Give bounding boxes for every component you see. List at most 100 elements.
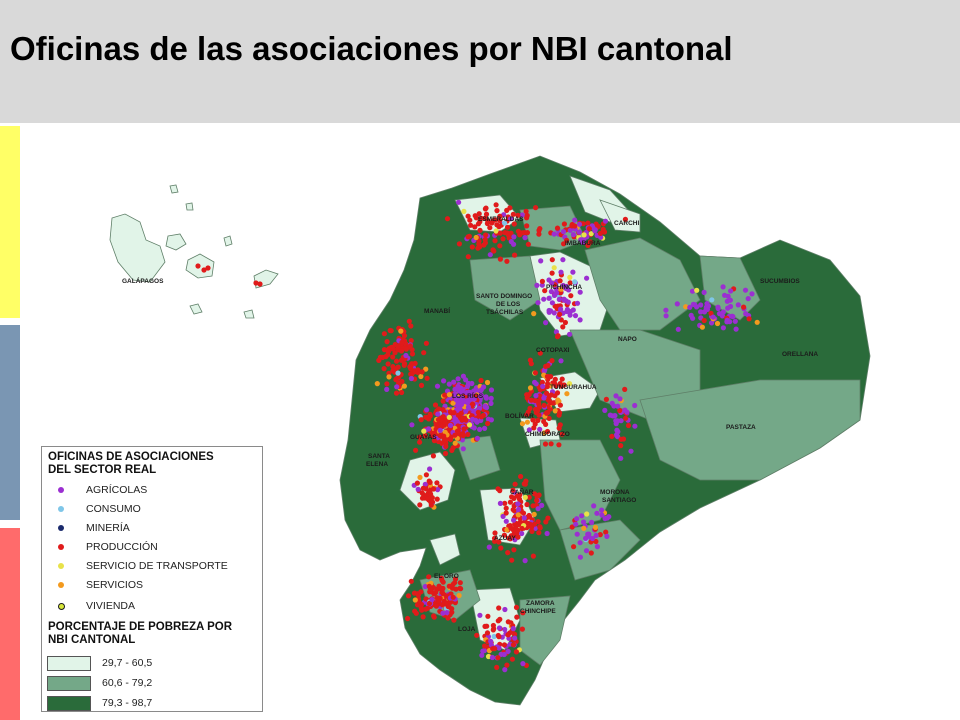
association-marker [483, 211, 490, 217]
association-marker [448, 599, 454, 605]
legend-heading-line: NBI CANTONAL [48, 634, 136, 646]
association-marker [419, 369, 425, 375]
association-marker [488, 400, 494, 406]
association-marker [414, 602, 421, 608]
label-de-los: DE LOS [496, 301, 521, 308]
association-marker [545, 396, 551, 403]
association-marker [510, 642, 517, 648]
association-marker [522, 494, 528, 500]
legend-heading-line: OFICINAS DE ASOCIACIONES [48, 451, 214, 463]
association-marker [408, 338, 414, 344]
label-imbabura: IMBABURA [565, 240, 601, 247]
association-marker [493, 202, 499, 208]
association-marker [450, 594, 456, 600]
association-marker [609, 433, 615, 439]
association-marker [532, 370, 539, 376]
association-marker [397, 380, 403, 386]
association-marker [534, 497, 540, 504]
association-marker [483, 394, 489, 400]
association-marker [541, 418, 547, 425]
association-marker [487, 252, 493, 258]
association-marker [515, 512, 521, 518]
association-marker [720, 284, 726, 290]
association-marker [544, 373, 551, 380]
association-marker [557, 402, 564, 408]
association-marker [557, 311, 563, 317]
association-marker [449, 609, 455, 615]
association-marker [484, 379, 491, 386]
association-marker [694, 287, 700, 293]
association-marker [387, 327, 393, 334]
association-marker [513, 649, 520, 655]
association-marker [531, 511, 537, 517]
association-marker [474, 632, 480, 638]
association-marker [599, 507, 605, 513]
association-marker [497, 500, 503, 506]
association-marker [479, 652, 485, 658]
legend-label: MINERÍA [86, 522, 130, 534]
association-marker [475, 409, 481, 415]
association-marker [539, 278, 546, 284]
association-marker [461, 426, 467, 432]
association-marker [720, 325, 727, 331]
association-marker [502, 606, 508, 613]
association-marker [572, 313, 579, 319]
association-marker [458, 401, 465, 408]
association-marker [556, 296, 562, 302]
association-marker [427, 479, 433, 485]
association-marker [441, 378, 447, 384]
association-marker [485, 420, 491, 427]
label-chinchipe: CHINCHIPE [520, 608, 556, 615]
association-marker [727, 297, 733, 303]
label-santiago: SANTIAGO [602, 497, 636, 504]
ecuador-map: GALÁPAGOS ESMERALDAS CARCHI IMBABURA SUC… [0, 123, 960, 720]
association-marker [456, 241, 462, 247]
association-marker [409, 361, 415, 367]
association-marker [598, 234, 604, 240]
label-pastaza: PASTAZA [726, 424, 756, 431]
legend-label: CONSUMO [86, 503, 141, 515]
association-marker [431, 430, 437, 436]
legend-item-servicios: SERVICIOS [50, 579, 260, 593]
association-marker [489, 220, 495, 226]
association-marker [539, 282, 545, 288]
association-marker [572, 217, 578, 223]
association-marker [579, 513, 585, 519]
association-marker [494, 208, 500, 214]
association-marker [513, 528, 519, 534]
association-marker [442, 419, 448, 425]
association-marker [576, 229, 582, 235]
association-marker [558, 269, 564, 275]
association-marker [732, 318, 738, 324]
association-marker [440, 610, 446, 616]
association-marker [384, 381, 390, 387]
province-labels: GALÁPAGOS ESMERALDAS CARCHI IMBABURA SUC… [122, 216, 818, 633]
association-marker [613, 432, 620, 438]
association-marker [522, 235, 528, 241]
association-marker [526, 494, 532, 500]
island [243, 309, 255, 319]
association-marker [440, 398, 446, 404]
association-marker [699, 324, 706, 330]
association-marker [485, 653, 492, 660]
association-marker [735, 302, 741, 308]
association-marker [412, 597, 418, 603]
association-marker [546, 307, 552, 314]
association-marker [415, 367, 421, 373]
association-marker [586, 226, 592, 232]
association-marker [519, 421, 526, 427]
label-esmeraldas: ESMERALDAS [478, 216, 524, 223]
label-orellana: ORELLANA [782, 351, 818, 358]
association-marker [519, 230, 525, 236]
association-marker [457, 580, 463, 586]
association-marker [544, 428, 551, 435]
association-marker [488, 638, 494, 644]
association-marker [503, 510, 509, 516]
association-marker [474, 419, 480, 425]
region-mid [584, 237, 701, 331]
association-marker [519, 525, 525, 532]
association-marker [515, 534, 521, 540]
association-marker [560, 229, 567, 235]
association-marker [477, 405, 483, 411]
association-marker [560, 257, 566, 263]
